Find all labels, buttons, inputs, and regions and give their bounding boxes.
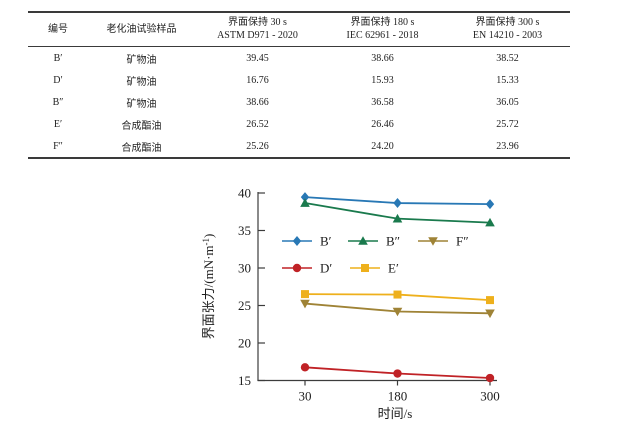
- marker-square: [361, 264, 369, 272]
- y-tick-label: 40: [238, 186, 251, 201]
- header-sample-label: 老化油试验样品: [106, 23, 177, 35]
- cell-v300: 36.05: [496, 96, 519, 108]
- header-id-label: 编号: [48, 23, 68, 35]
- marker-circle: [485, 373, 495, 383]
- legend-label: B′: [320, 234, 332, 249]
- cell-sample: 矿物油: [126, 76, 157, 88]
- x-tick-label: 300: [480, 389, 500, 404]
- series-D′: [300, 363, 495, 383]
- y-axis-label: 界面张力/(mN·m-1): [201, 234, 216, 340]
- series-line: [304, 196, 491, 205]
- cell-id: F″: [53, 140, 63, 152]
- legend-item-E′: E′: [350, 261, 399, 276]
- header-30s: 界面保持 30 s ASTM D971 - 2020: [195, 12, 320, 47]
- table-row: D′ 矿物油 16.76 15.93 15.33: [28, 69, 570, 91]
- cell-v180: 24.20: [371, 140, 394, 152]
- cell-v180: 38.66: [371, 52, 394, 64]
- cell-sample: 矿物油: [126, 54, 157, 66]
- marker-diamond: [393, 198, 402, 209]
- cell-v30: 16.76: [246, 74, 269, 86]
- legend-item-D′: D′: [282, 261, 332, 276]
- marker-square: [393, 290, 402, 299]
- cell-v30: 26.52: [246, 118, 269, 130]
- cell-sample: 合成酯油: [121, 120, 162, 132]
- series-E′: [301, 290, 494, 305]
- table-row: F″ 合成酯油 25.26 24.20 23.96: [28, 135, 570, 158]
- header-180s: 界面保持 180 s IEC 62961 - 2018: [320, 12, 445, 47]
- series-line: [304, 366, 491, 379]
- header-id: 编号: [28, 12, 88, 47]
- marker-diamond: [485, 199, 495, 210]
- header-300s-title: 界面保持 300 s: [475, 17, 540, 28]
- legend-label: B″: [386, 234, 400, 249]
- header-sample: 老化油试验样品: [88, 12, 195, 47]
- table-row: B″ 矿物油 38.66 36.58 36.05: [28, 91, 570, 113]
- marker-circle: [292, 263, 302, 273]
- marker-square: [301, 290, 309, 299]
- y-tick-label: 20: [238, 336, 251, 351]
- results-table: 编号 老化油试验样品 界面保持 30 s ASTM D971 - 2020 界面…: [28, 11, 570, 159]
- marker-triangle-down: [300, 299, 310, 309]
- cell-sample: 合成酯油: [121, 142, 162, 154]
- legend-label: E′: [388, 261, 399, 276]
- series-line: [304, 302, 491, 315]
- x-tick-label: 30: [299, 389, 312, 404]
- cell-v300: 38.52: [496, 52, 519, 64]
- cell-v30: 38.66: [246, 96, 269, 108]
- marker-triangle-down: [428, 237, 438, 246]
- cell-v30: 39.45: [246, 52, 269, 64]
- legend-label: F″: [456, 234, 469, 249]
- header-30s-standard: ASTM D971 - 2020: [217, 30, 298, 41]
- marker-triangle-up: [358, 236, 368, 245]
- y-tick-label: 15: [238, 373, 251, 388]
- series-line: [304, 293, 491, 301]
- marker-circle: [393, 369, 402, 378]
- cell-v300: 25.72: [496, 118, 519, 130]
- series-B″: [300, 198, 495, 227]
- legend-item-F″: F″: [418, 234, 469, 249]
- series-line: [304, 202, 491, 224]
- x-axis-label: 时间/s: [378, 406, 413, 421]
- legend-item-B″: B″: [348, 234, 400, 249]
- cell-v300: 15.33: [496, 74, 519, 86]
- cell-v180: 26.46: [371, 118, 394, 130]
- cell-v30: 25.26: [246, 140, 269, 152]
- cell-id: D′: [53, 74, 63, 86]
- header-180s-title: 界面保持 180 s: [350, 17, 415, 28]
- cell-sample: 矿物油: [126, 98, 157, 110]
- table-row: B′ 矿物油 39.45 38.66 38.52: [28, 47, 570, 70]
- marker-circle: [300, 363, 310, 372]
- series-F″: [300, 299, 495, 319]
- y-tick-label: 35: [238, 223, 251, 238]
- header-180s-standard: IEC 62961 - 2018: [346, 30, 419, 41]
- marker-triangle-up: [392, 213, 403, 223]
- cell-v300: 23.96: [496, 140, 519, 152]
- table-row: E′ 合成酯油 26.52 26.46 25.72: [28, 113, 570, 135]
- header-30s-title: 界面保持 30 s: [228, 17, 287, 28]
- marker-triangle-down: [485, 309, 495, 319]
- table-header-row: 编号 老化油试验样品 界面保持 30 s ASTM D971 - 2020 界面…: [28, 12, 570, 47]
- marker-triangle-up: [485, 217, 495, 227]
- cell-v180: 15.93: [371, 74, 394, 86]
- header-300s-standard: EN 14210 - 2003: [472, 30, 543, 41]
- marker-diamond: [300, 192, 310, 203]
- marker-triangle-up: [300, 198, 310, 207]
- cell-id: B″: [52, 96, 64, 108]
- marker-triangle-down: [392, 307, 403, 317]
- y-tick-label: 30: [238, 261, 251, 276]
- y-tick-label: 25: [238, 298, 251, 313]
- legend-item-B′: B′: [282, 234, 332, 249]
- x-tick-label: 180: [388, 389, 408, 404]
- series-B′: [300, 192, 495, 210]
- cell-id: E′: [53, 118, 63, 130]
- marker-diamond: [292, 236, 302, 246]
- cell-id: B′: [53, 52, 63, 64]
- cell-v180: 36.58: [371, 96, 394, 108]
- legend-label: D′: [320, 261, 332, 276]
- header-300s: 界面保持 300 s EN 14210 - 2003: [445, 12, 570, 47]
- marker-square: [486, 296, 494, 305]
